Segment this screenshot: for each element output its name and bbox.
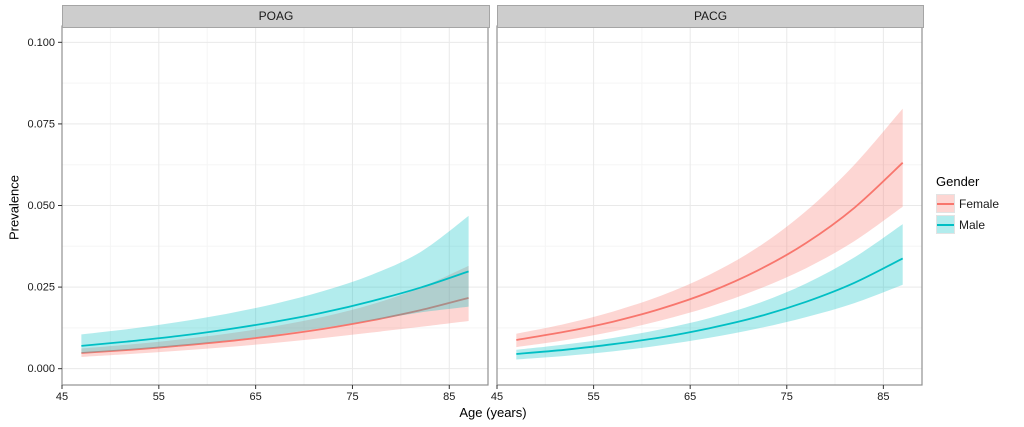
x-tick-label: 65 [250, 391, 262, 403]
x-tick-label: 85 [443, 391, 455, 403]
x-tick-label: 45 [491, 391, 503, 403]
y-axis: 0.000 0.025 0.050 0.075 0.100 [27, 37, 62, 375]
x-tick-label: 55 [153, 391, 165, 403]
x-tick-label: 75 [781, 391, 793, 403]
ribbon-poag-female [81, 265, 469, 357]
line-pacg-male [516, 257, 904, 355]
panel-poag: 45 55 65 75 85 [56, 25, 489, 403]
y-tick-label: 0.050 [27, 200, 55, 212]
legend-label-female: Female [959, 196, 1000, 211]
x-axis-title: Age (years) [459, 405, 527, 420]
facet-strip-poag: POAG [62, 5, 490, 28]
line-poag-male [81, 270, 469, 347]
legend-key-male [936, 215, 955, 234]
male-line-swatch [937, 223, 954, 226]
y-tick-label: 0.100 [27, 37, 55, 49]
x-tick-label: 45 [56, 391, 68, 403]
x-tick-label: 75 [346, 391, 358, 403]
ribbon-pacg-male [516, 224, 903, 360]
x-tick-label: 65 [684, 391, 696, 403]
facet-strip-pacg: PACG [497, 5, 924, 28]
panel-pacg: 45 55 65 75 85 [491, 25, 923, 403]
y-tick-label: 0.000 [27, 363, 55, 375]
y-axis-title: Prevalence [6, 174, 22, 241]
line-poag-female [81, 297, 469, 354]
legend-key-female [936, 194, 955, 213]
female-line-swatch [937, 202, 954, 205]
y-tick-label: 0.075 [27, 118, 55, 130]
x-tick-label: 85 [877, 391, 889, 403]
ribbon-pacg-female [516, 108, 903, 348]
legend: Gender Female Male [936, 174, 999, 236]
legend-title: Gender [936, 174, 980, 189]
legend-label-male: Male [959, 217, 986, 232]
legend-item-female: Female [936, 194, 999, 213]
ribbon-poag-male [81, 215, 469, 354]
x-tick-label: 55 [587, 391, 599, 403]
y-tick-label: 0.025 [27, 282, 55, 294]
legend-item-male: Male [936, 215, 999, 234]
line-pacg-female [516, 162, 904, 341]
